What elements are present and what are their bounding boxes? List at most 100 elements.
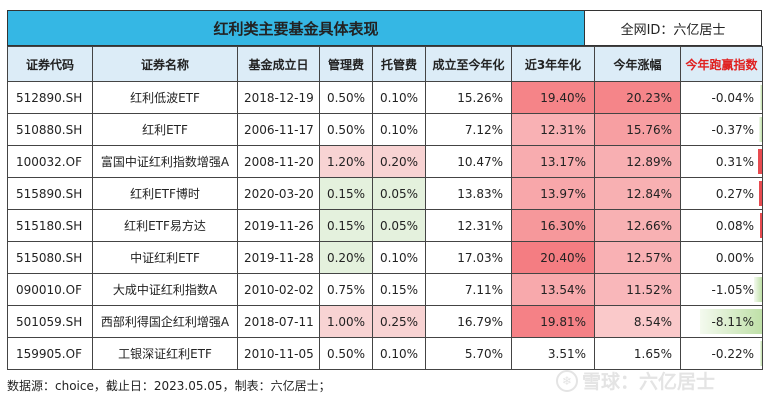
cell-mgmt-fee-value: 0.15% (326, 218, 366, 233)
cell-code: 515890.SH (7, 177, 93, 210)
cell-date-value: 2010-02-02 (244, 282, 314, 297)
cell-code-value: 090010.OF (16, 282, 82, 297)
cell-mgmt-fee-value: 1.20% (326, 154, 366, 169)
col-header-3y-annualized: 近3年年化 (511, 46, 595, 82)
cell-name: 大成中证红利指数A (92, 273, 238, 306)
cell-excess: 0.31% (680, 145, 763, 178)
cell-since-inception: 15.26% (425, 81, 512, 114)
cell-ytd: 8.54% (594, 305, 681, 338)
cell-name-value: 工银深证红利ETF (118, 347, 212, 361)
col-header-mgmt-fee: 管理费 (319, 46, 373, 82)
cell-custody-fee: 0.25% (372, 305, 426, 338)
cell-3y-annualized-value: 12.31% (540, 122, 586, 137)
cell-since-inception: 7.11% (425, 273, 512, 306)
table-title: 红利类主要基金具体表现 (7, 10, 585, 46)
cell-mgmt-fee: 0.50% (319, 113, 373, 146)
fund-table: 证券代码 证券名称 基金成立日 管理费 托管费 成立至今年化 近3年年化 今年涨… (7, 46, 763, 370)
cell-code-value: 100032.OF (16, 154, 82, 169)
cell-mgmt-fee-value: 1.00% (326, 314, 366, 329)
cell-3y-annualized: 3.51% (511, 337, 595, 370)
cell-3y-annualized-value: 13.54% (540, 282, 586, 297)
cell-since-inception: 16.79% (425, 305, 512, 338)
cell-code-value: 501059.SH (16, 314, 83, 329)
cell-mgmt-fee: 0.15% (319, 209, 373, 242)
cell-ytd-value: 20.23% (626, 90, 672, 105)
cell-since-inception-value: 16.79% (457, 314, 503, 329)
cell-ytd: 12.89% (594, 145, 681, 178)
cell-ytd-value: 15.76% (626, 122, 672, 137)
excess-data-bar (760, 85, 762, 110)
cell-custody-fee: 0.10% (372, 337, 426, 370)
cell-code: 100032.OF (7, 145, 93, 178)
cell-3y-annualized: 13.17% (511, 145, 595, 178)
cell-code-value: 512890.SH (16, 90, 83, 105)
table-row: 510880.SH 红利ETF 2006-11-17 0.50% 0.10% 7.12% 1… (7, 113, 763, 146)
header-row: 证券代码 证券名称 基金成立日 管理费 托管费 成立至今年化 近3年年化 今年涨… (7, 46, 763, 82)
cell-since-inception-value: 7.12% (464, 122, 503, 137)
cell-3y-annualized: 13.54% (511, 273, 595, 306)
cell-3y-annualized-value: 20.40% (540, 250, 586, 265)
watermark-text: 雪球：六亿居士 (582, 371, 716, 393)
cell-custody-fee-value: 0.05% (379, 186, 419, 201)
cell-name-value: 西部利得国企红利增强A (100, 315, 230, 329)
excess-data-bar (753, 277, 762, 302)
table-row: 515890.SH 红利ETF博时 2020-03-20 0.15% 0.05% 13.8… (7, 177, 763, 210)
cell-3y-annualized: 16.30% (511, 209, 595, 242)
cell-since-inception: 7.12% (425, 113, 512, 146)
cell-name-value: 红利低波ETF (130, 91, 200, 105)
cell-excess-value: 0.08% (715, 218, 754, 233)
cell-excess-value: -0.22% (711, 346, 754, 361)
cell-code: 510880.SH (7, 113, 93, 146)
cell-custody-fee: 0.10% (372, 113, 426, 146)
cell-3y-annualized: 12.31% (511, 113, 595, 146)
col-header-excess: 今年跑赢指数 (680, 46, 763, 82)
cell-mgmt-fee: 0.50% (319, 337, 373, 370)
cell-3y-annualized-value: 3.51% (547, 346, 586, 361)
cell-custody-fee: 0.15% (372, 273, 426, 306)
cell-code: 501059.SH (7, 305, 93, 338)
cell-date-value: 2019-11-28 (244, 250, 314, 265)
cell-custody-fee-value: 0.10% (379, 122, 419, 137)
cell-custody-fee: 0.20% (372, 145, 426, 178)
cell-ytd: 20.23% (594, 81, 681, 114)
cell-ytd: 12.66% (594, 209, 681, 242)
cell-code: 512890.SH (7, 81, 93, 114)
cell-code: 090010.OF (7, 273, 93, 306)
cell-name-value: 红利ETF (142, 123, 188, 137)
cell-code-value: 515080.SH (16, 250, 83, 265)
cell-since-inception-value: 15.26% (457, 90, 503, 105)
cell-since-inception: 10.47% (425, 145, 512, 178)
cell-ytd-value: 12.89% (626, 154, 672, 169)
cell-custody-fee-value: 0.05% (379, 218, 419, 233)
cell-3y-annualized-value: 13.17% (540, 154, 586, 169)
cell-since-inception: 13.83% (425, 177, 512, 210)
cell-excess-value: -8.11% (711, 314, 754, 329)
cell-date-value: 2010-11-05 (244, 346, 314, 361)
cell-ytd-value: 12.66% (626, 218, 672, 233)
cell-mgmt-fee: 0.75% (319, 273, 373, 306)
author-id: 全网ID：六亿居士 (585, 10, 762, 46)
cell-mgmt-fee: 0.15% (319, 177, 373, 210)
cell-code-value: 510880.SH (16, 122, 83, 137)
data-source-note: 数据源：choice，截止日：2023.05.05，制表：六亿居士； (7, 379, 331, 393)
cell-custody-fee-value: 0.20% (379, 154, 419, 169)
col-header-custody-fee: 托管费 (372, 46, 426, 82)
cell-custody-fee-value: 0.10% (379, 90, 419, 105)
excess-data-bar (758, 149, 762, 174)
cell-excess-value: -0.04% (711, 90, 754, 105)
cell-since-inception-value: 13.83% (457, 186, 503, 201)
cell-3y-annualized-value: 16.30% (540, 218, 586, 233)
cell-excess: -0.37% (680, 113, 763, 146)
cell-mgmt-fee-value: 0.50% (326, 122, 366, 137)
cell-date-value: 2019-11-26 (244, 218, 314, 233)
cell-excess: -8.11% (680, 305, 763, 338)
cell-name: 中证红利ETF (92, 241, 238, 274)
cell-name-value: 中证红利ETF (130, 251, 200, 265)
cell-since-inception: 12.31% (425, 209, 512, 242)
table-row: 159905.OF 工银深证红利ETF 2010-11-05 0.50% 0.10% 5.… (7, 337, 763, 370)
col-header-ytd: 今年涨幅 (594, 46, 681, 82)
cell-name: 工银深证红利ETF (92, 337, 238, 370)
cell-since-inception-value: 12.31% (457, 218, 503, 233)
cell-mgmt-fee-value: 0.75% (326, 282, 366, 297)
cell-excess-value: -0.37% (711, 122, 754, 137)
